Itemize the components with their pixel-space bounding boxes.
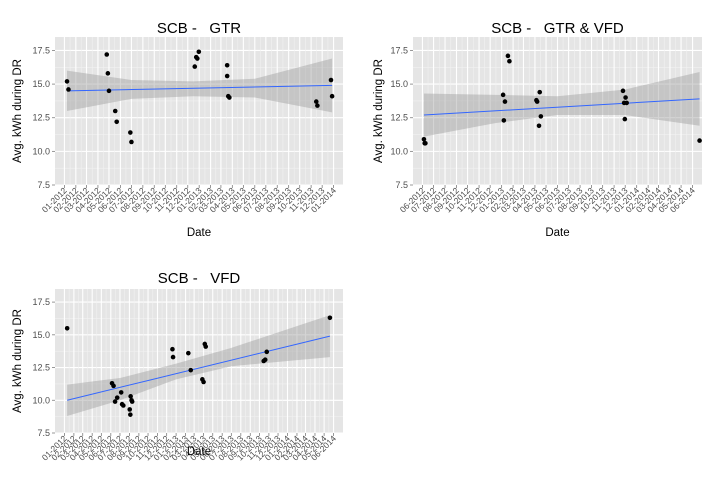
data-point [104,52,110,57]
data-point [536,123,542,129]
data-point [111,383,116,389]
confidence-band [67,315,330,416]
data-point [170,346,175,352]
data-point [118,390,124,395]
data-point [64,79,70,84]
data-point [170,354,176,360]
y-axis-label: Avg. kWh during DR [12,59,24,163]
data-point [624,100,629,106]
data-point [224,62,230,68]
data-point [203,344,209,349]
data-point [224,73,230,79]
data-point [105,71,111,76]
y-tick-label: 10.0 [390,146,408,156]
y-tick-label: 12.5 [32,363,50,373]
y-axis-label: Avg. kWh during DR [373,59,385,163]
chart-title: SCB - GTR [157,20,241,37]
data-point [128,130,133,135]
data-point [423,140,428,146]
y-tick-label: 15.0 [390,79,408,89]
y-tick-label: 7.5 [395,180,408,190]
data-point [114,395,120,400]
y-tick-label: 17.5 [390,45,408,55]
trend-line [66,84,333,92]
y-tick-label: 10.0 [32,395,50,405]
y-tick-label: 10.0 [32,146,50,156]
data-point [537,89,543,95]
data-point [313,99,319,104]
x-axis-label: Date [187,227,211,239]
data-point [129,399,135,404]
y-axis-label: Avg. kWh during DR [12,309,24,413]
data-point [195,56,200,61]
data-point [534,99,540,104]
data-point [622,116,628,122]
data-point [623,95,628,100]
data-point [264,349,270,355]
data-point [112,399,118,404]
data-point [227,95,232,100]
data-point [66,87,71,92]
data-point [502,99,508,104]
data-point [538,114,544,119]
trend-line [423,98,700,116]
y-tick-label: 17.5 [32,45,50,55]
data-point [128,394,133,399]
y-tick-label: 15.0 [32,79,50,89]
data-point [196,49,202,55]
chart-panel-2: 7.510.012.515.017.506-201207-201208-2012… [373,20,702,239]
trend-line [67,335,331,401]
data-point [201,379,206,385]
y-tick-label: 15.0 [32,330,50,340]
data-point [505,53,511,59]
data-point [507,58,512,64]
data-point [129,139,134,145]
data-point [421,136,427,142]
confidence-band [423,71,700,137]
data-point [114,119,120,125]
data-point [328,77,334,83]
data-point [501,118,507,123]
y-tick-label: 7.5 [37,428,50,438]
x-axis-label: Date [187,446,211,458]
data-point [262,357,268,362]
data-point [106,88,112,94]
chart-title: SCB - GTR & VFD [491,20,624,37]
y-tick-label: 17.5 [32,297,50,307]
data-point [620,88,626,94]
data-point [186,350,191,356]
x-axis-label: Date [545,227,569,239]
data-point [64,325,70,331]
data-point [128,412,133,417]
data-point [327,315,333,321]
y-tick-label: 12.5 [390,113,408,123]
chart-panel-3: 7.510.012.515.017.501-201202-201203-2012… [12,270,343,462]
data-point [500,92,506,98]
chart-title: SCB - VFD [158,270,241,287]
confidence-band [66,58,333,113]
data-point [112,108,118,114]
data-point [192,64,198,69]
data-point [315,103,320,108]
data-point [329,93,335,99]
data-point [121,403,126,408]
data-point [188,367,194,373]
y-tick-label: 7.5 [37,180,50,190]
y-tick-label: 12.5 [32,113,50,123]
chart-panel-1: 7.510.012.515.017.501-201202-201203-2012… [12,20,343,239]
data-point [127,407,133,412]
data-point [697,138,702,143]
